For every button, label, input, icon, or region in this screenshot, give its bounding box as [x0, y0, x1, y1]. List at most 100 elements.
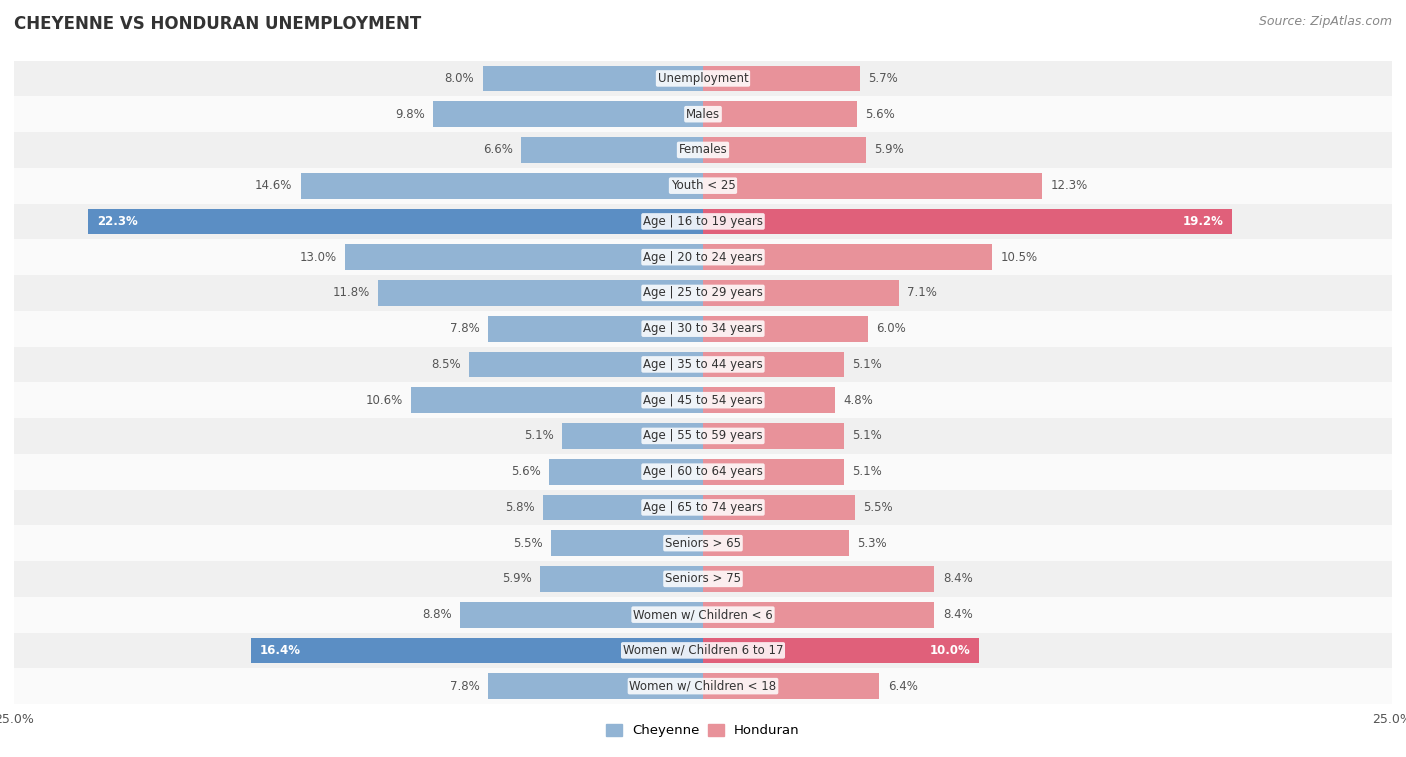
Bar — [468, 351, 703, 377]
Text: Age | 45 to 54 years: Age | 45 to 54 years — [643, 394, 763, 407]
Bar — [14, 597, 1392, 633]
Text: 14.6%: 14.6% — [254, 179, 292, 192]
Text: Age | 60 to 64 years: Age | 60 to 64 years — [643, 465, 763, 478]
Text: 10.5%: 10.5% — [1001, 251, 1038, 263]
Bar — [703, 245, 993, 270]
Text: Source: ZipAtlas.com: Source: ZipAtlas.com — [1258, 15, 1392, 28]
Bar — [14, 490, 1392, 525]
Text: Youth < 25: Youth < 25 — [671, 179, 735, 192]
Bar — [14, 61, 1392, 96]
Text: Age | 35 to 44 years: Age | 35 to 44 years — [643, 358, 763, 371]
Text: Age | 16 to 19 years: Age | 16 to 19 years — [643, 215, 763, 228]
Bar — [482, 66, 703, 92]
Bar — [551, 531, 703, 556]
Text: 11.8%: 11.8% — [332, 286, 370, 300]
Text: 13.0%: 13.0% — [299, 251, 336, 263]
Text: 5.1%: 5.1% — [852, 429, 882, 442]
Text: 10.6%: 10.6% — [366, 394, 402, 407]
Text: 5.1%: 5.1% — [852, 465, 882, 478]
Text: 6.0%: 6.0% — [876, 322, 907, 335]
Text: 5.1%: 5.1% — [852, 358, 882, 371]
Text: Males: Males — [686, 107, 720, 120]
Text: Age | 55 to 59 years: Age | 55 to 59 years — [643, 429, 763, 442]
Bar — [562, 423, 703, 449]
Text: Unemployment: Unemployment — [658, 72, 748, 85]
Text: Women w/ Children < 6: Women w/ Children < 6 — [633, 608, 773, 621]
Text: 5.5%: 5.5% — [513, 537, 543, 550]
Text: 7.8%: 7.8% — [450, 680, 479, 693]
Text: 6.6%: 6.6% — [484, 143, 513, 157]
Text: Females: Females — [679, 143, 727, 157]
Bar — [543, 494, 703, 520]
Bar — [378, 280, 703, 306]
Text: 5.6%: 5.6% — [510, 465, 540, 478]
Bar — [488, 673, 703, 699]
Bar — [411, 388, 703, 413]
Text: 8.4%: 8.4% — [943, 608, 973, 621]
Text: 6.4%: 6.4% — [887, 680, 918, 693]
Bar — [540, 566, 703, 592]
Text: Age | 30 to 34 years: Age | 30 to 34 years — [643, 322, 763, 335]
Bar — [703, 494, 855, 520]
Text: 22.3%: 22.3% — [97, 215, 138, 228]
Text: Age | 25 to 29 years: Age | 25 to 29 years — [643, 286, 763, 300]
Bar — [522, 137, 703, 163]
Bar — [703, 101, 858, 127]
Text: 12.3%: 12.3% — [1050, 179, 1087, 192]
Bar — [89, 208, 703, 235]
Text: 7.8%: 7.8% — [450, 322, 479, 335]
Text: 5.9%: 5.9% — [875, 143, 904, 157]
Bar — [703, 66, 860, 92]
Text: 5.3%: 5.3% — [858, 537, 887, 550]
Text: 9.8%: 9.8% — [395, 107, 425, 120]
Bar — [433, 101, 703, 127]
Bar — [703, 316, 869, 341]
Text: Women w/ Children 6 to 17: Women w/ Children 6 to 17 — [623, 644, 783, 657]
Bar — [703, 637, 979, 663]
Bar — [703, 423, 844, 449]
Text: 4.8%: 4.8% — [844, 394, 873, 407]
Text: Women w/ Children < 18: Women w/ Children < 18 — [630, 680, 776, 693]
Bar — [14, 96, 1392, 132]
Bar — [14, 275, 1392, 311]
Bar — [703, 137, 866, 163]
Bar — [461, 602, 703, 628]
Text: CHEYENNE VS HONDURAN UNEMPLOYMENT: CHEYENNE VS HONDURAN UNEMPLOYMENT — [14, 15, 422, 33]
Text: 8.4%: 8.4% — [943, 572, 973, 585]
Bar — [14, 668, 1392, 704]
Bar — [14, 453, 1392, 490]
Text: 8.5%: 8.5% — [430, 358, 461, 371]
Text: Seniors > 75: Seniors > 75 — [665, 572, 741, 585]
Bar — [548, 459, 703, 484]
Text: 5.9%: 5.9% — [502, 572, 531, 585]
Bar — [14, 239, 1392, 275]
Text: 5.6%: 5.6% — [866, 107, 896, 120]
Bar — [14, 132, 1392, 168]
Bar — [14, 525, 1392, 561]
Bar — [703, 208, 1232, 235]
Bar — [14, 561, 1392, 597]
Bar — [301, 173, 703, 198]
Bar — [703, 280, 898, 306]
Text: Age | 65 to 74 years: Age | 65 to 74 years — [643, 501, 763, 514]
Bar — [488, 316, 703, 341]
Bar — [703, 531, 849, 556]
Bar — [703, 459, 844, 484]
Text: 16.4%: 16.4% — [259, 644, 301, 657]
Text: 19.2%: 19.2% — [1182, 215, 1223, 228]
Bar — [14, 168, 1392, 204]
Bar — [703, 351, 844, 377]
Bar — [703, 388, 835, 413]
Text: Seniors > 65: Seniors > 65 — [665, 537, 741, 550]
Text: 10.0%: 10.0% — [929, 644, 970, 657]
Bar — [344, 245, 703, 270]
Bar — [14, 418, 1392, 453]
Bar — [703, 566, 935, 592]
Bar — [14, 204, 1392, 239]
Bar — [703, 602, 935, 628]
Legend: Cheyenne, Honduran: Cheyenne, Honduran — [600, 718, 806, 743]
Text: 8.8%: 8.8% — [423, 608, 453, 621]
Text: Age | 20 to 24 years: Age | 20 to 24 years — [643, 251, 763, 263]
Bar — [14, 633, 1392, 668]
Text: 8.0%: 8.0% — [444, 72, 474, 85]
